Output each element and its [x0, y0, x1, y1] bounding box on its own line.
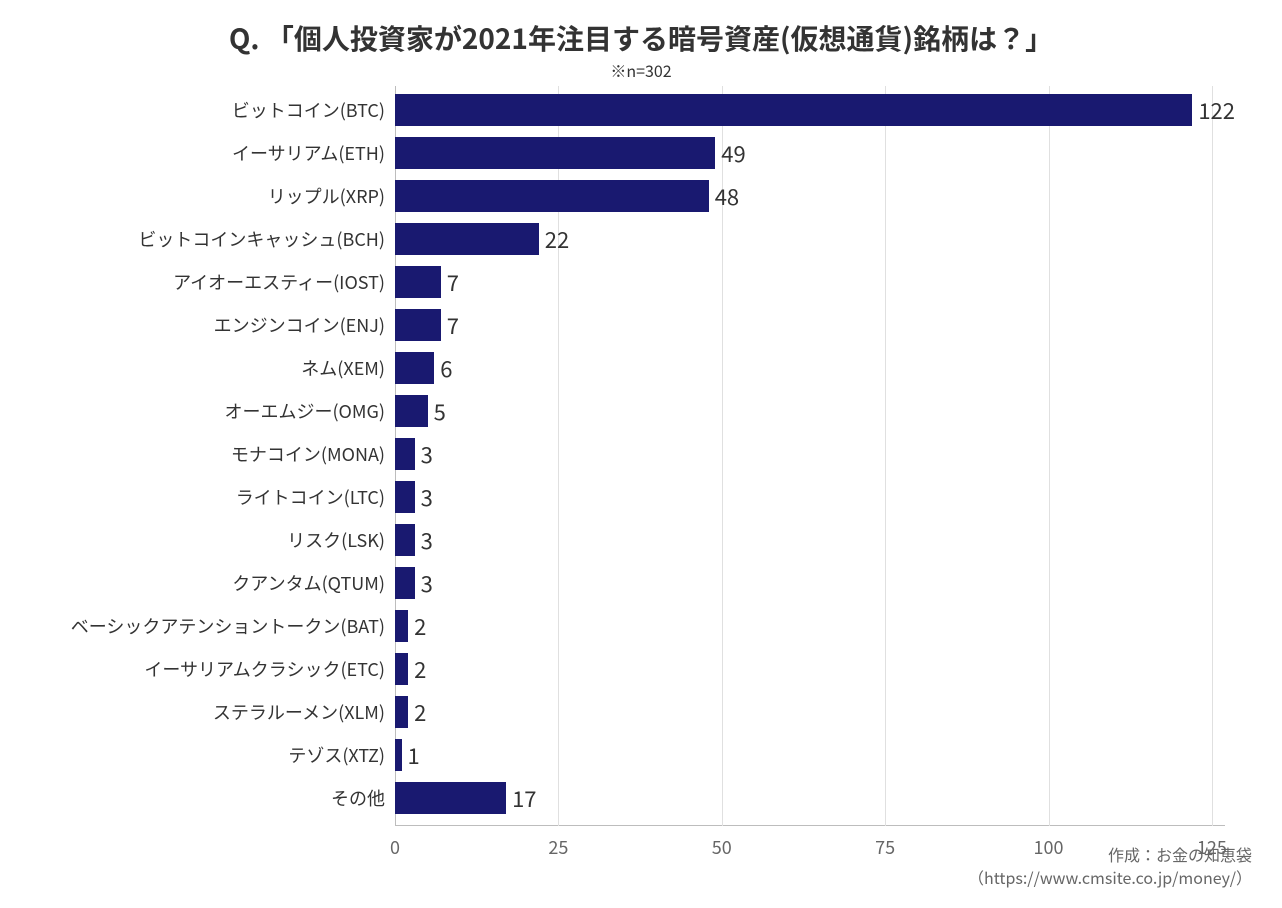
- bar-value-label: 3: [415, 524, 433, 556]
- chart-credit: 作成：お金の知恵袋 （https://www.cmsite.co.jp/mone…: [968, 843, 1252, 888]
- bar: [395, 94, 1192, 126]
- x-tick-label: 25: [548, 834, 568, 860]
- bar-value-label: 7: [441, 309, 459, 341]
- bar-category-label: リップル(XRP): [268, 183, 395, 209]
- bar-value-label: 3: [415, 481, 433, 513]
- x-gridline: [1049, 86, 1050, 826]
- bar: [395, 567, 415, 599]
- bar-category-label: オーエムジー(OMG): [224, 398, 395, 424]
- bar-category-label: アイオーエスティー(IOST): [173, 269, 395, 295]
- bar-category-label: ネム(XEM): [301, 355, 395, 381]
- bar: [395, 137, 715, 169]
- bar: [395, 438, 415, 470]
- bar-value-label: 3: [415, 438, 433, 470]
- bar: [395, 524, 415, 556]
- chart-subtitle: ※n=302: [0, 58, 1282, 82]
- bar-category-label: モナコイン(MONA): [231, 441, 395, 467]
- chart-title: Q. 「個人投資家が2021年注目する暗号資産(仮想通貨)銘柄は？」: [0, 18, 1282, 58]
- bar: [395, 696, 408, 728]
- bar-category-label: ライトコイン(LTC): [236, 484, 395, 510]
- bar: [395, 180, 709, 212]
- bar-value-label: 6: [434, 352, 452, 384]
- bar-value-label: 17: [506, 782, 536, 814]
- bar-category-label: エンジンコイン(ENJ): [214, 312, 395, 338]
- bar-category-label: ビットコインキャッシュ(BCH): [138, 226, 395, 252]
- bar: [395, 610, 408, 642]
- x-gridline: [885, 86, 886, 826]
- bar-value-label: 122: [1192, 94, 1235, 126]
- bar: [395, 653, 408, 685]
- x-tick-label: 75: [875, 834, 895, 860]
- bar: [395, 223, 539, 255]
- bar: [395, 352, 434, 384]
- bar-category-label: ステラルーメン(XLM): [213, 699, 395, 725]
- x-gridline: [1212, 86, 1213, 826]
- bar-category-label: その他: [331, 785, 395, 811]
- bar-value-label: 2: [408, 653, 426, 685]
- bar-value-label: 2: [408, 696, 426, 728]
- bar-category-label: クアンタム(QTUM): [232, 570, 395, 596]
- bar-value-label: 2: [408, 610, 426, 642]
- credit-line-2: （https://www.cmsite.co.jp/money/）: [968, 866, 1252, 888]
- x-tick-label: 0: [390, 834, 400, 860]
- bar: [395, 309, 441, 341]
- bar: [395, 395, 428, 427]
- bar-value-label: 7: [441, 266, 459, 298]
- plot-area: 0255075100125ビットコイン(BTC)122イーサリアム(ETH)49…: [395, 86, 1225, 826]
- bar-value-label: 48: [709, 180, 739, 212]
- bar-value-label: 5: [428, 395, 446, 427]
- bar-category-label: ビットコイン(BTC): [232, 97, 395, 123]
- bar-value-label: 3: [415, 567, 433, 599]
- bar-category-label: リスク(LSK): [287, 527, 395, 553]
- bar-category-label: テゾス(XTZ): [288, 742, 395, 768]
- bar: [395, 481, 415, 513]
- x-axis-baseline: [395, 825, 1225, 826]
- bar-value-label: 1: [402, 739, 420, 771]
- bar-category-label: ベーシックアテンショントークン(BAT): [71, 613, 395, 639]
- bar-category-label: イーサリアム(ETH): [232, 140, 395, 166]
- bar-category-label: イーサリアムクラシック(ETC): [144, 656, 395, 682]
- chart-container: Q. 「個人投資家が2021年注目する暗号資産(仮想通貨)銘柄は？」 ※n=30…: [0, 0, 1282, 908]
- bar: [395, 266, 441, 298]
- bar-value-label: 49: [715, 137, 745, 169]
- credit-line-1: 作成：お金の知恵袋: [968, 843, 1252, 865]
- x-tick-label: 50: [712, 834, 732, 860]
- bar-value-label: 22: [539, 223, 569, 255]
- bar: [395, 782, 506, 814]
